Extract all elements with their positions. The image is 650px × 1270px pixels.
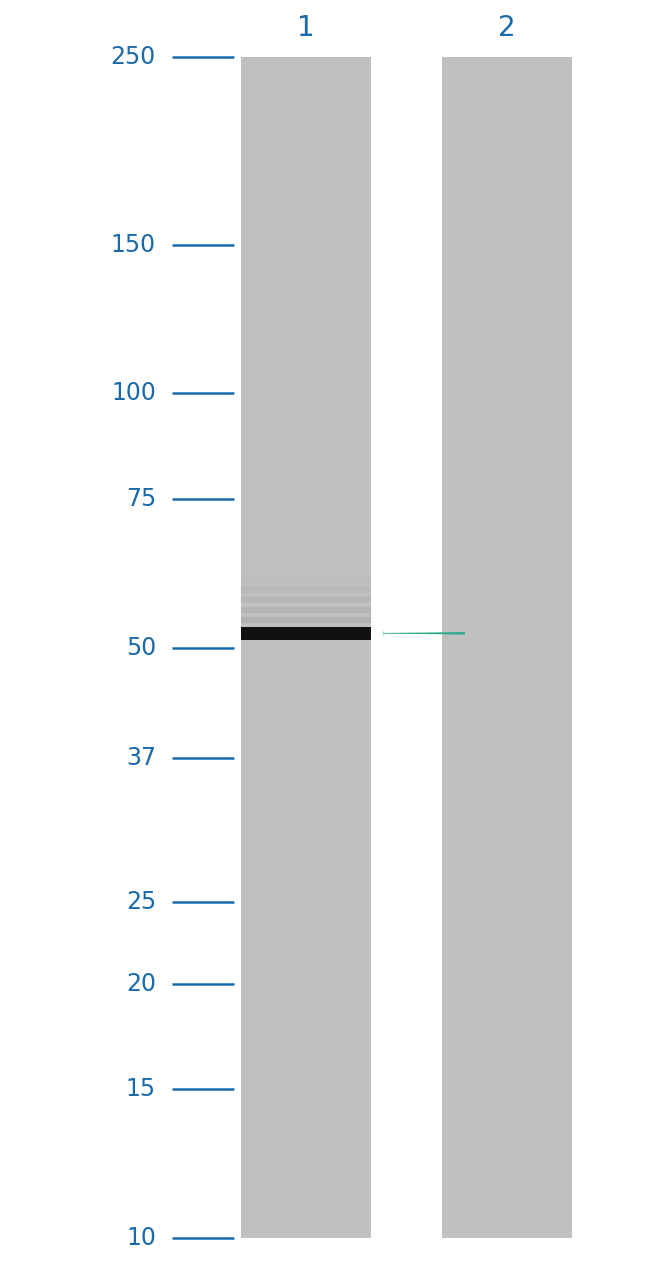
Text: 25: 25 bbox=[125, 890, 156, 914]
Text: 10: 10 bbox=[126, 1227, 156, 1250]
Bar bbox=[240, 597, 370, 603]
Text: 20: 20 bbox=[126, 972, 156, 996]
Bar bbox=[240, 57, 370, 1238]
Text: 75: 75 bbox=[125, 486, 156, 511]
Text: 100: 100 bbox=[111, 381, 156, 405]
Bar bbox=[442, 57, 572, 1238]
Text: 2: 2 bbox=[498, 14, 516, 42]
Bar bbox=[240, 617, 370, 624]
Text: 50: 50 bbox=[125, 636, 156, 659]
Bar bbox=[240, 587, 370, 593]
Text: 150: 150 bbox=[111, 232, 156, 257]
Bar bbox=[240, 627, 370, 640]
Text: 37: 37 bbox=[126, 747, 156, 770]
Text: 250: 250 bbox=[111, 46, 156, 69]
Bar bbox=[240, 577, 370, 583]
Text: 15: 15 bbox=[126, 1077, 156, 1101]
Text: 1: 1 bbox=[296, 14, 315, 42]
Bar bbox=[240, 607, 370, 613]
